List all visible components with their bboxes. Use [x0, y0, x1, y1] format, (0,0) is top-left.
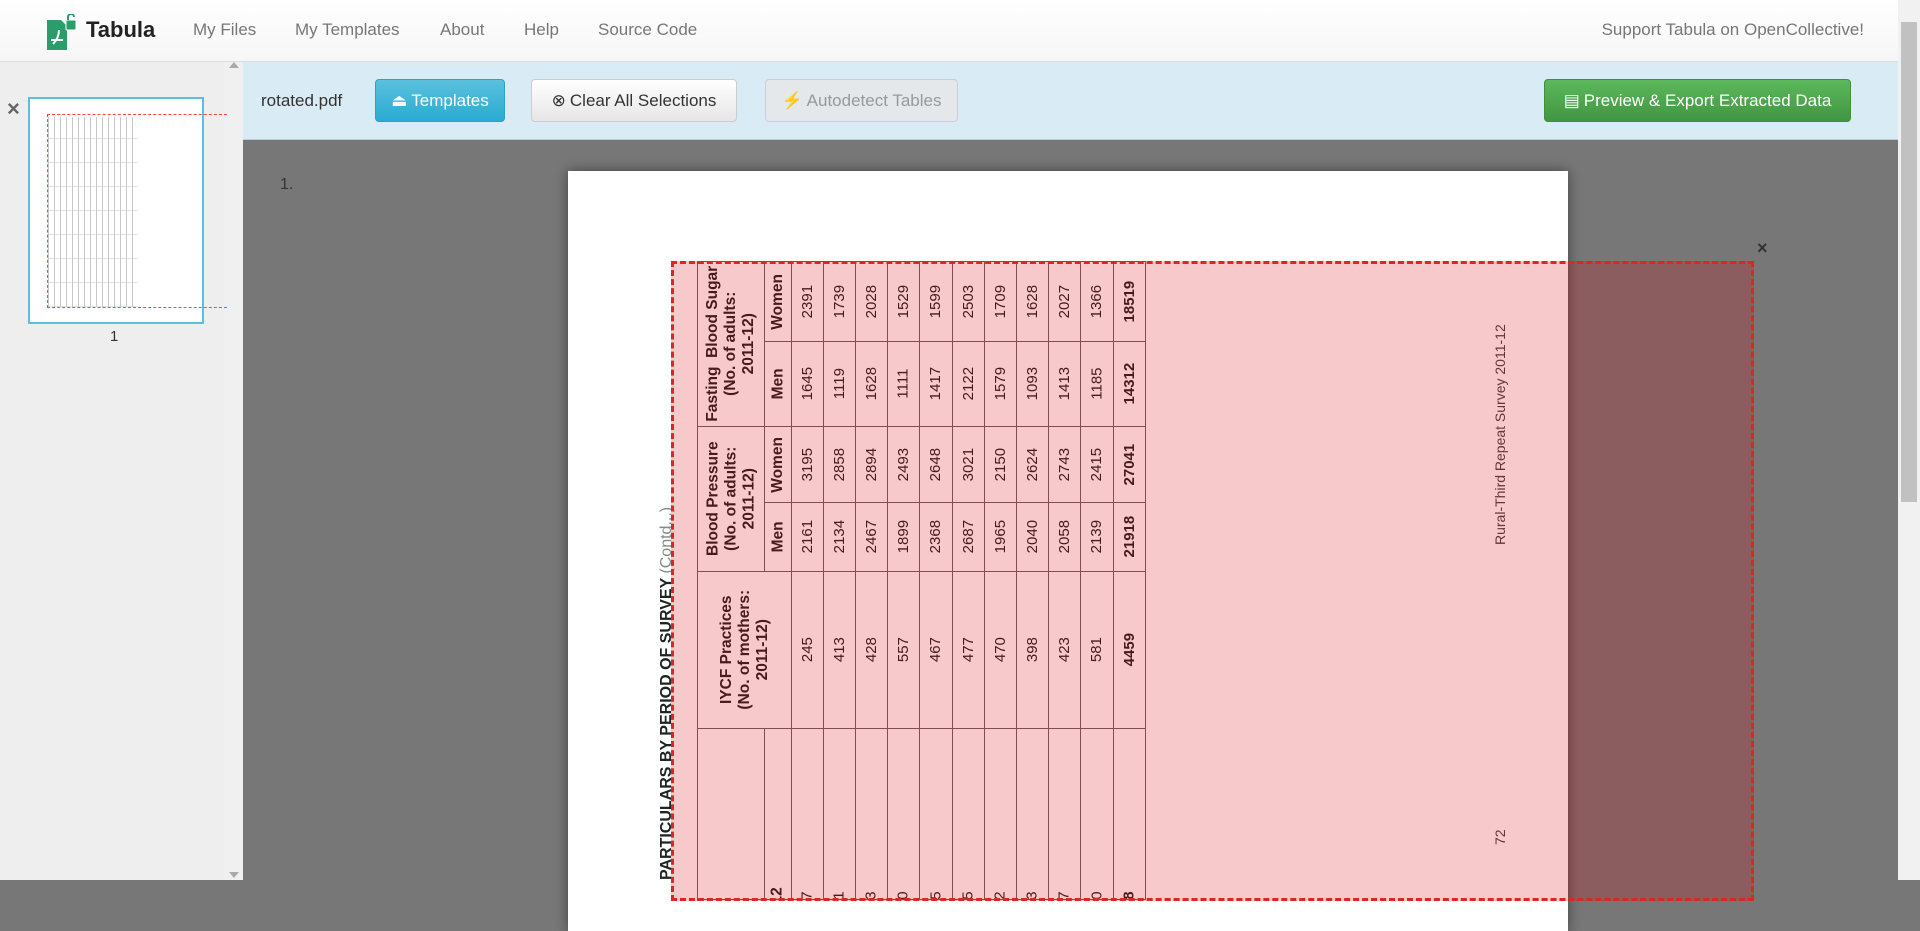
- nav-about[interactable]: About: [440, 20, 485, 39]
- table-cell: 14312: [1114, 342, 1146, 427]
- thumbnail-label: 1: [110, 328, 119, 345]
- table-border: [697, 261, 698, 901]
- subheader-men: Men: [765, 342, 792, 427]
- table-cell: 3021: [953, 427, 985, 503]
- table-cell: 2027: [1049, 262, 1081, 342]
- circle-x-icon: ⊗: [551, 90, 566, 110]
- templates-label: Templates: [411, 90, 489, 110]
- table-selection[interactable]: [671, 261, 1754, 901]
- table-cell: 2894: [856, 427, 888, 503]
- scrollbar-thumb[interactable]: [1901, 22, 1917, 502]
- clear-label: Clear All Selections: [569, 90, 717, 110]
- templates-button[interactable]: ⏏ Templates: [375, 79, 505, 122]
- table-cell: 2493: [888, 427, 920, 503]
- table-cell: 2858: [824, 427, 856, 503]
- table-cell: 1739: [824, 262, 856, 342]
- export-label: Preview & Export Extracted Data: [1583, 90, 1832, 110]
- thumbnail-table: [48, 117, 138, 307]
- thumbnail-selection: [47, 114, 227, 308]
- table-cell: 2467: [856, 503, 888, 572]
- sidebar-scrollbar[interactable]: [224, 62, 243, 880]
- table-cell: 413: [824, 572, 856, 729]
- table-cell: 1185: [1081, 342, 1114, 427]
- header-iycf: IYCF Practices (No. of mothers: 2011-12): [698, 572, 792, 729]
- table-cell: 1899: [888, 503, 920, 572]
- table-cell: 2503: [953, 262, 985, 342]
- table-cell: 398: [1017, 572, 1049, 729]
- table-cell: 2058: [1049, 503, 1081, 572]
- header-fasting-blood-sugar: Fasting Blood Sugar (No. of adults: 2011…: [698, 262, 765, 427]
- table-cell: 1965: [985, 503, 1017, 572]
- table-cell: 1628: [856, 342, 888, 427]
- table-cell: 2624: [1017, 427, 1049, 503]
- selection-close-icon[interactable]: ×: [1757, 238, 1768, 258]
- table-cell: 1366: [1081, 262, 1114, 342]
- table-cell: 2134: [824, 503, 856, 572]
- subheader-women: Women: [765, 262, 792, 342]
- nav-help[interactable]: Help: [524, 20, 559, 39]
- navbar: Tabula My Files My Templates About Help …: [0, 0, 1898, 62]
- brand[interactable]: Tabula: [86, 17, 156, 42]
- list-icon: ▤: [1563, 90, 1580, 110]
- close-icon[interactable]: ×: [7, 96, 20, 121]
- pdf-page: [568, 171, 1568, 931]
- table-cell: 245: [792, 572, 824, 729]
- table-cell: 2648: [920, 427, 953, 503]
- table-cell: 1709: [985, 262, 1017, 342]
- table-cell: 1119: [824, 342, 856, 427]
- table-cell: 18519: [1114, 262, 1146, 342]
- scroll-up-icon[interactable]: [229, 62, 239, 68]
- nav-source-code[interactable]: Source Code: [598, 20, 698, 39]
- subheader-women: Women: [765, 427, 792, 503]
- table-cell: 467: [920, 572, 953, 729]
- table-cell: 428: [856, 572, 888, 729]
- table-cell: 2122: [953, 342, 985, 427]
- table-cell: 557: [888, 572, 920, 729]
- subheader-men: Men: [765, 503, 792, 572]
- table-cell: 2139: [1081, 503, 1114, 572]
- header-blood-pressure: Blood Pressure (No. of adults: 2011-12): [698, 427, 765, 572]
- scroll-down-icon[interactable]: [229, 872, 239, 878]
- nav-my-templates[interactable]: My Templates: [295, 20, 400, 39]
- table-cell: 4459: [1114, 572, 1146, 729]
- table-cell: 423: [1049, 572, 1081, 729]
- filename: rotated.pdf: [261, 91, 343, 110]
- tabula-logo-icon[interactable]: [47, 14, 77, 50]
- table-cell: 2743: [1049, 427, 1081, 503]
- clear-selections-button[interactable]: ⊗ Clear All Selections: [531, 79, 737, 122]
- table-cell: 2368: [920, 503, 953, 572]
- table-cell: 581: [1081, 572, 1114, 729]
- preview-export-button[interactable]: ▤ Preview & Export Extracted Data: [1544, 79, 1851, 122]
- table-cell: 27041: [1114, 427, 1146, 503]
- table-cell: 1579: [985, 342, 1017, 427]
- table-cell: 2391: [792, 262, 824, 342]
- autodetect-tables-button[interactable]: ⚡ Autodetect Tables: [765, 79, 958, 122]
- nav-my-files[interactable]: My Files: [193, 20, 257, 39]
- table-cell: 21918: [1114, 503, 1146, 572]
- table-cell: 470: [985, 572, 1017, 729]
- table-cell: 2687: [953, 503, 985, 572]
- table-cell: 1529: [888, 262, 920, 342]
- table-cell: 1413: [1049, 342, 1081, 427]
- table-cell: 1111: [888, 342, 920, 427]
- table-cell: 2040: [1017, 503, 1049, 572]
- page-thumbnail[interactable]: [28, 97, 227, 324]
- table-cell: 1599: [920, 262, 953, 342]
- table-cell: 2415: [1081, 427, 1114, 503]
- table-cell: 1628: [1017, 262, 1049, 342]
- table-cell: 3195: [792, 427, 824, 503]
- bolt-icon: ⚡: [781, 90, 803, 110]
- upload-icon: ⏏: [391, 90, 408, 110]
- table-cell: 477: [953, 572, 985, 729]
- table-cell: 1417: [920, 342, 953, 427]
- support-link[interactable]: Support Tabula on OpenCollective!: [1601, 20, 1864, 39]
- page-number: 1.: [280, 176, 294, 193]
- table-cell: 2161: [792, 503, 824, 572]
- table-cell: 1093: [1017, 342, 1049, 427]
- autodetect-label: Autodetect Tables: [806, 90, 942, 110]
- table-cell: 2150: [985, 427, 1017, 503]
- table-cell: 2028: [856, 262, 888, 342]
- table-cell: 1645: [792, 342, 824, 427]
